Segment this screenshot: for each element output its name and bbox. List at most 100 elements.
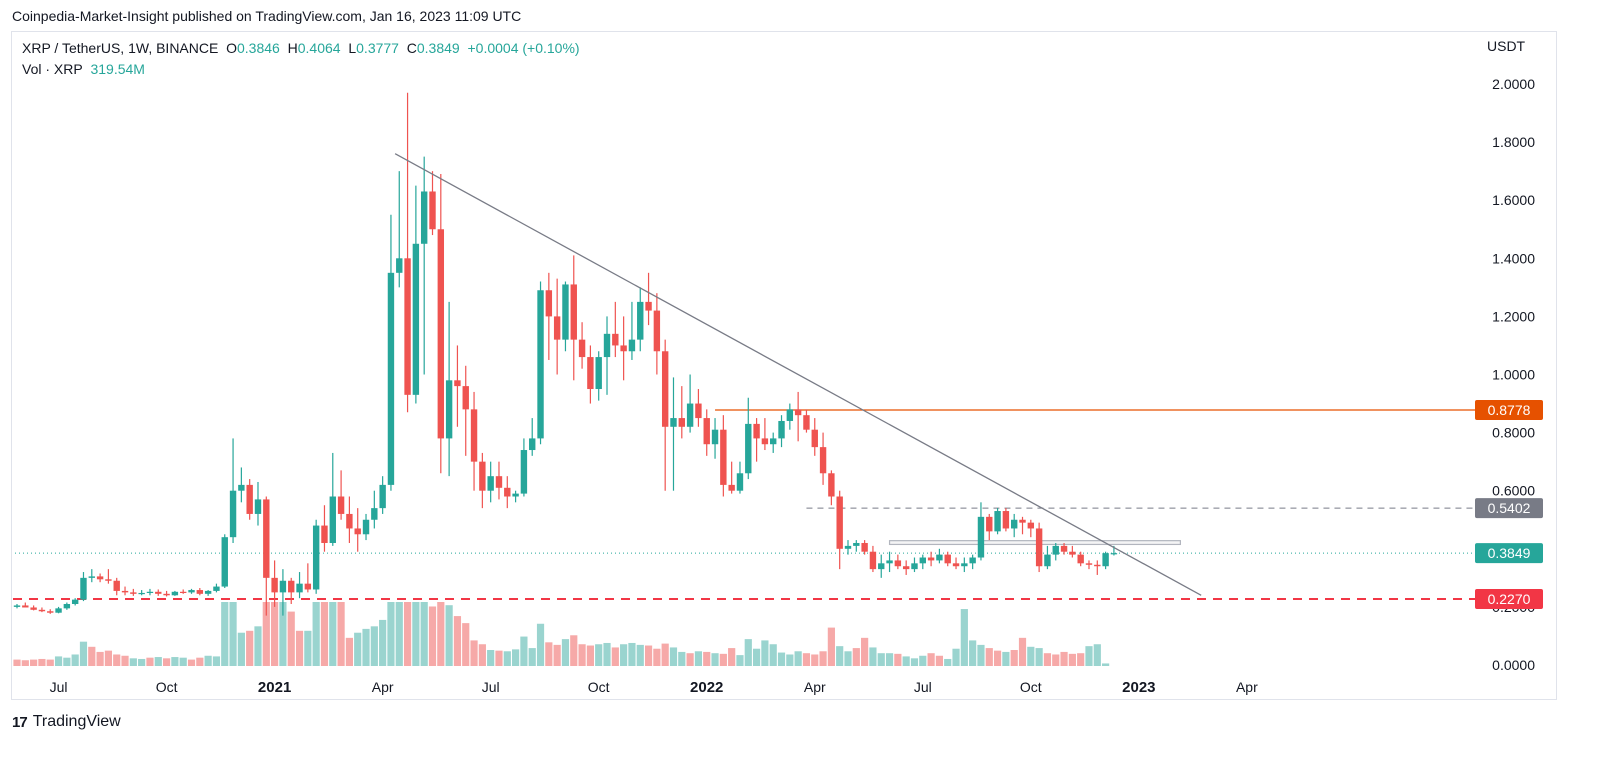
candle-body[interactable]: [595, 357, 602, 390]
candle-body[interactable]: [811, 429, 818, 448]
candle-body[interactable]: [188, 590, 195, 593]
candle-body[interactable]: [479, 461, 486, 491]
candle-body[interactable]: [1011, 519, 1018, 529]
candle-body[interactable]: [1035, 528, 1043, 567]
candle-body[interactable]: [404, 258, 411, 395]
consolidation-box[interactable]: [888, 540, 1181, 546]
candle-body[interactable]: [936, 554, 943, 561]
candle-body[interactable]: [470, 409, 478, 462]
candle-body[interactable]: [537, 290, 544, 439]
candle-body[interactable]: [445, 380, 453, 439]
candle-body[interactable]: [155, 591, 162, 594]
candle-body[interactable]: [420, 191, 428, 244]
candle-body[interactable]: [620, 345, 627, 352]
candle-body[interactable]: [387, 272, 395, 485]
candle-body[interactable]: [487, 476, 494, 491]
chart-canvas[interactable]: 2.0000 1.8000 1.6000 1.4000 1.2000 1.0000 0.80…: [0, 0, 1600, 705]
price-tag[interactable]: [1475, 498, 1543, 519]
candle-body[interactable]: [819, 447, 827, 474]
chart-pane[interactable]: [11, 31, 1557, 700]
candle-body[interactable]: [271, 577, 278, 593]
candle-body[interactable]: [254, 499, 262, 514]
candle-body[interactable]: [171, 591, 179, 596]
candle-body[interactable]: [919, 557, 926, 564]
candle-body[interactable]: [1052, 545, 1059, 555]
candle-body[interactable]: [761, 438, 769, 445]
candle-body[interactable]: [396, 258, 403, 273]
candle-body[interactable]: [878, 563, 885, 570]
candle-body[interactable]: [545, 290, 553, 317]
candle-body[interactable]: [778, 420, 785, 439]
footer-brand[interactable]: 17 TradingView: [12, 713, 121, 731]
candle-body[interactable]: [304, 583, 312, 590]
candle-body[interactable]: [130, 592, 137, 594]
candle-body[interactable]: [645, 301, 652, 311]
candle-body[interactable]: [337, 496, 345, 514]
candle-body[interactable]: [47, 611, 54, 613]
candle-body[interactable]: [512, 493, 519, 497]
candle-body[interactable]: [1077, 554, 1084, 564]
candle-body[interactable]: [703, 418, 710, 445]
candle-body[interactable]: [346, 513, 353, 529]
candle-body[interactable]: [312, 525, 320, 590]
candle-body[interactable]: [1085, 563, 1093, 565]
candle-body[interactable]: [612, 333, 619, 346]
candle-body[interactable]: [770, 438, 777, 445]
candle-body[interactable]: [1110, 553, 1118, 555]
candle-body[interactable]: [354, 528, 361, 535]
candle-body[interactable]: [238, 484, 245, 491]
candle-body[interactable]: [80, 577, 87, 600]
candle-body[interactable]: [379, 484, 386, 509]
candle-body[interactable]: [994, 511, 1001, 532]
candle-body[interactable]: [828, 473, 835, 497]
candle-body[interactable]: [13, 605, 21, 607]
candle-body[interactable]: [961, 563, 968, 567]
candle-body[interactable]: [213, 586, 220, 591]
candle-body[interactable]: [637, 301, 644, 340]
volume-label[interactable]: Vol · XRP: [22, 61, 83, 77]
candle-body[interactable]: [553, 316, 561, 340]
candle-body[interactable]: [146, 591, 154, 593]
candle-body[interactable]: [296, 583, 303, 593]
candle-body[interactable]: [794, 409, 802, 416]
candle-body[interactable]: [321, 525, 328, 543]
symbol-label[interactable]: XRP / TetherUS, 1W, BINANCE: [22, 40, 219, 56]
candle-body[interactable]: [221, 537, 228, 587]
candle-body[interactable]: [504, 487, 511, 497]
candle-body[interactable]: [853, 542, 860, 546]
candle-body[interactable]: [861, 542, 868, 552]
candle-body[interactable]: [670, 418, 677, 427]
candle-body[interactable]: [786, 409, 794, 421]
candle-body[interactable]: [38, 609, 46, 612]
candle-body[interactable]: [653, 310, 661, 352]
candle-body[interactable]: [720, 429, 727, 485]
candle-body[interactable]: [1002, 511, 1010, 529]
candle-body[interactable]: [711, 429, 719, 445]
candle-body[interactable]: [163, 593, 170, 596]
candle-body[interactable]: [661, 351, 669, 427]
candle-body[interactable]: [728, 484, 735, 491]
candle-body[interactable]: [520, 450, 528, 494]
candle-body[interactable]: [229, 490, 237, 538]
candle-body[interactable]: [902, 566, 910, 570]
candle-body[interactable]: [1060, 545, 1068, 552]
candle-body[interactable]: [869, 551, 877, 570]
candle-body[interactable]: [288, 580, 295, 593]
candle-body[interactable]: [495, 476, 503, 488]
price-tag[interactable]: [1475, 589, 1543, 610]
candle-body[interactable]: [745, 423, 752, 474]
candle-body[interactable]: [1094, 564, 1101, 567]
candle-body[interactable]: [437, 229, 445, 439]
candle-body[interactable]: [886, 560, 893, 564]
candle-body[interactable]: [429, 191, 436, 230]
price-tag[interactable]: [1475, 543, 1543, 564]
candle-body[interactable]: [454, 380, 461, 387]
candle-body[interactable]: [462, 386, 469, 410]
candle-body[interactable]: [578, 339, 586, 358]
candle-body[interactable]: [529, 438, 536, 451]
candle-body[interactable]: [603, 333, 611, 358]
candle-body[interactable]: [63, 603, 71, 609]
candle-body[interactable]: [836, 496, 843, 549]
candle-body[interactable]: [1019, 519, 1026, 523]
candle-body[interactable]: [628, 339, 636, 352]
